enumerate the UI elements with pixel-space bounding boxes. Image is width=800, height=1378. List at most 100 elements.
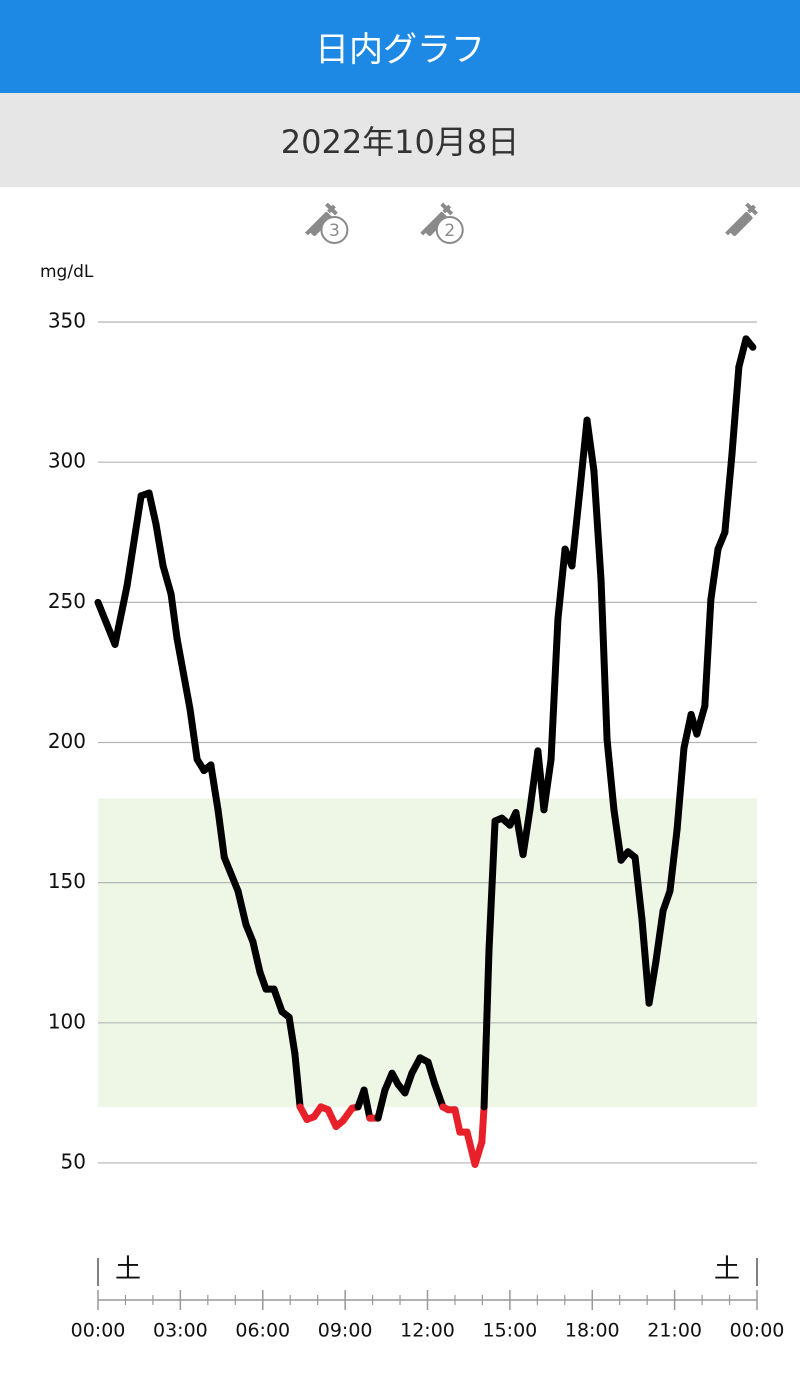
glucose-segment <box>220 853 242 895</box>
glucose-segment <box>416 1054 432 1066</box>
glucose-segment <box>360 1086 374 1122</box>
glucose-segment <box>173 635 194 713</box>
glucose-segment <box>701 596 715 710</box>
event-count: 3 <box>329 221 340 241</box>
glucose-segment <box>374 1086 389 1122</box>
glucose-segment <box>485 817 499 954</box>
count-badge <box>320 216 349 244</box>
glucose-segment <box>424 1058 439 1088</box>
day-label: 土 <box>115 1255 141 1285</box>
glucose-segment <box>568 486 584 570</box>
glucose-segment <box>554 545 569 623</box>
glucose-segment <box>666 825 681 895</box>
x-tick-label: 09:00 <box>318 1320 373 1342</box>
day-label: 土 <box>714 1255 740 1285</box>
glucose-segment <box>652 907 667 965</box>
syringe <box>725 202 758 236</box>
glucose-segment <box>617 848 632 864</box>
glucose-segment <box>270 985 286 1016</box>
glucose-segment <box>451 1106 464 1136</box>
glucose-segment <box>207 761 222 814</box>
glucose-segment <box>291 1050 304 1111</box>
glucose-segment <box>742 335 757 351</box>
x-tick-label: 03:00 <box>153 1320 208 1342</box>
y-unit: mg/dL <box>40 262 94 282</box>
glucose-segment <box>603 736 618 814</box>
x-tick-label: 15:00 <box>482 1320 537 1342</box>
glucose-segment <box>401 1069 416 1097</box>
glucose-segment <box>590 467 605 584</box>
glucose-segment <box>659 887 674 915</box>
date-bar[interactable]: 2022年10月8日 <box>0 93 800 187</box>
glucose-segment <box>303 1113 318 1124</box>
glucose-segment <box>506 809 520 829</box>
glucose-segment <box>285 1013 299 1058</box>
glucose-segment <box>547 615 562 763</box>
glucose-segment <box>680 710 695 752</box>
app-header: 日内グラフ <box>0 0 800 93</box>
glucose-segment <box>310 1103 325 1121</box>
glucose-segment <box>491 814 506 825</box>
glucose-segment <box>348 1103 362 1112</box>
y-tick-label: 150 <box>48 869 86 893</box>
y-tick-label: 350 <box>48 309 86 333</box>
y-tick-label: 50 <box>61 1149 86 1173</box>
event-count: 2 <box>444 221 455 241</box>
date-label: 2022年10月8日 <box>280 123 520 161</box>
glucose-segment <box>561 545 576 570</box>
glucose-segment <box>431 1080 447 1111</box>
glucose-segment <box>638 915 653 1007</box>
glucose-segment <box>610 806 625 864</box>
glucose-segment <box>597 576 611 744</box>
glucose-segment <box>583 416 598 475</box>
glucose-segment <box>278 1008 293 1021</box>
glucose-segment <box>249 938 264 976</box>
event-icon: 3 <box>304 202 349 244</box>
glucose-segment <box>526 747 542 814</box>
glucose-segment <box>519 806 534 859</box>
glucose-segment <box>111 582 131 648</box>
glucose-segment <box>576 416 591 494</box>
x-tick-label: 21:00 <box>647 1320 702 1342</box>
glucose-segment <box>687 710 701 738</box>
target-range <box>98 798 757 1107</box>
glucose-segment <box>137 489 153 500</box>
event-icon <box>725 202 758 236</box>
x-tick-label: 00:00 <box>730 1320 785 1342</box>
glucose-segment <box>728 363 743 458</box>
glucose-segment <box>94 598 119 648</box>
glucose-segment <box>214 806 228 861</box>
glucose-segment <box>200 761 215 775</box>
glucose-segment <box>673 744 688 833</box>
glucose-segment <box>534 747 548 814</box>
x-tick-label: 12:00 <box>400 1320 455 1342</box>
glucose-segment <box>540 755 555 814</box>
glucose-segment <box>735 335 750 371</box>
y-tick-label: 300 <box>48 449 86 473</box>
glucose-segment <box>463 1128 479 1168</box>
glucose-segment <box>512 809 527 859</box>
glucose-segment <box>234 887 250 929</box>
glucose-segment <box>388 1069 402 1088</box>
glucose-segment <box>394 1080 409 1097</box>
syringe <box>420 202 454 236</box>
glucose-segment <box>242 921 257 946</box>
glucose-segment <box>471 1138 486 1168</box>
glucose-segment <box>167 590 181 643</box>
glucose-segment <box>631 853 646 923</box>
glucose-segment <box>332 1117 347 1131</box>
glucose-segment <box>721 450 736 536</box>
y-tick-label: 100 <box>48 1009 86 1033</box>
glucose-segment <box>123 492 145 590</box>
event-icon: 2 <box>420 202 464 244</box>
glucose-segment <box>645 957 660 1007</box>
header-title: 日内グラフ <box>315 30 485 70</box>
glucose-segment <box>714 528 729 553</box>
glucose-segment <box>354 1086 368 1111</box>
glucose-segment <box>152 520 167 570</box>
glucose-segment <box>707 545 722 604</box>
glucose-segment <box>339 1104 356 1125</box>
glucose-segment <box>193 755 208 775</box>
